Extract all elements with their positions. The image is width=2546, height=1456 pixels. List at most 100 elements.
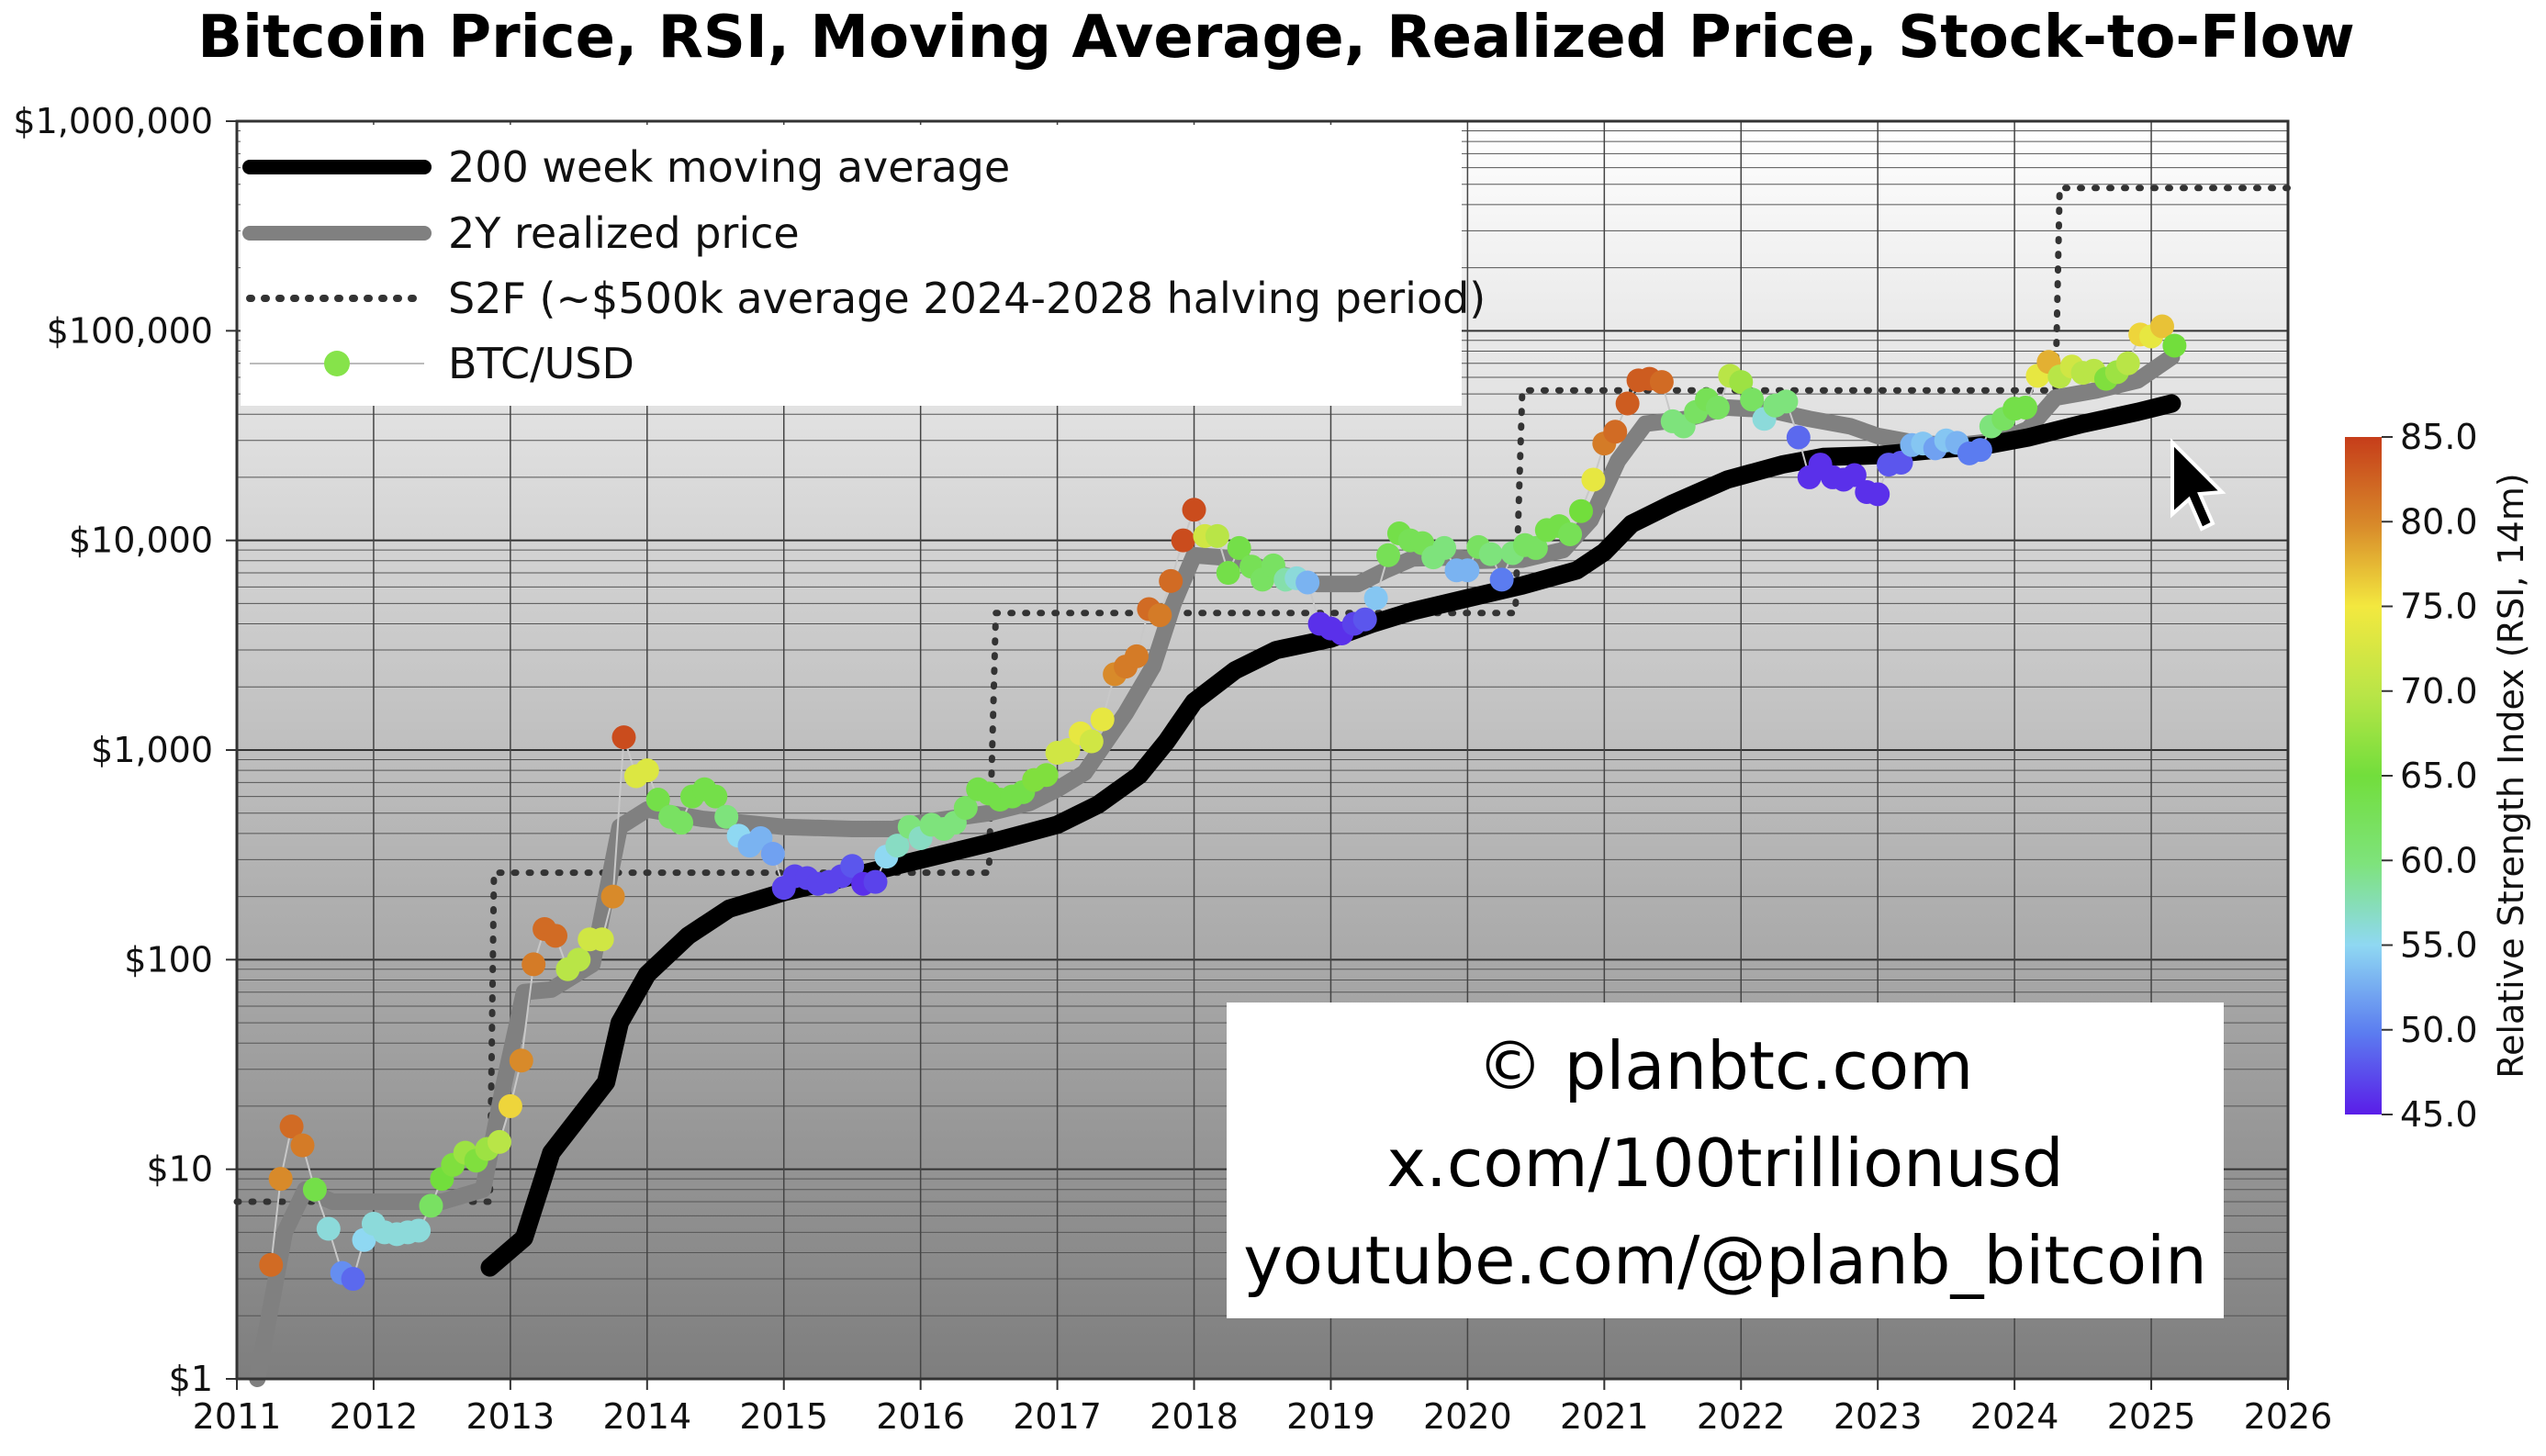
btc-price-point xyxy=(566,947,591,972)
colorbar-label: Relative Strength Index (RSI, 14m) xyxy=(2491,473,2531,1078)
x-tick-label: 2021 xyxy=(1560,1396,1649,1437)
btc-price-point xyxy=(316,1216,341,1241)
btc-price-point xyxy=(669,811,694,835)
btc-price-point xyxy=(1729,370,1754,395)
colorbar-tick-label: 80.0 xyxy=(2400,501,2478,542)
x-tick-label: 2020 xyxy=(1423,1396,1512,1437)
colorbar: 45.0 50.0 55.0 60.0 65.0 70.0 75.0 80.0 85.0 Rel… xyxy=(2345,417,2531,1135)
plot-frame xyxy=(235,119,2290,1381)
btc-price-point xyxy=(1432,535,1457,560)
btc-price-point xyxy=(703,784,728,809)
btc-price-point xyxy=(341,1267,365,1292)
btc-price-point xyxy=(1090,707,1115,732)
btc-price-point xyxy=(1603,420,1628,444)
y-tick-label: $1,000,000 xyxy=(13,101,213,141)
colorbar-tick-label: 75.0 xyxy=(2400,587,2478,627)
btc-price-point xyxy=(885,834,910,858)
watermark-line-1: © planbtc.com xyxy=(1477,1027,1974,1104)
y-tick-label: $1 xyxy=(169,1359,213,1399)
btc-price-point xyxy=(1558,521,1583,546)
btc-price-point xyxy=(1034,763,1059,788)
x-tick-label: 2011 xyxy=(193,1396,282,1437)
btc-price-point xyxy=(2013,396,2038,420)
btc-price-point xyxy=(1216,561,1240,586)
colorbar-tick-label: 60.0 xyxy=(2400,840,2478,880)
btc-price-point xyxy=(840,854,865,879)
btc-price-point xyxy=(268,1167,293,1192)
btc-price-point xyxy=(1615,391,1640,416)
legend-swatch-btc-marker xyxy=(324,351,350,376)
colorbar-tick-label: 70.0 xyxy=(2400,671,2478,711)
btc-price-point xyxy=(1159,568,1183,593)
x-tick-label: 2015 xyxy=(739,1396,828,1437)
y-tick-label: $1,000 xyxy=(91,730,213,770)
btc-price-point xyxy=(498,1093,522,1118)
btc-price-point xyxy=(760,841,785,866)
btc-price-point xyxy=(290,1133,315,1158)
btc-price-point xyxy=(1569,498,1594,523)
btc-price-point xyxy=(1705,396,1730,420)
x-tick-label: 2019 xyxy=(1286,1396,1375,1437)
btc-price-point xyxy=(1079,729,1104,754)
watermark-line-3: youtube.com/@planb_bitcoin xyxy=(1243,1222,2206,1299)
legend-label-btc: BTC/USD xyxy=(448,339,634,388)
legend: 200 week moving average 2Y realized pric… xyxy=(241,125,1486,406)
realized-price-line xyxy=(249,348,2181,1387)
btc-price-point xyxy=(600,884,625,909)
btc-price-point xyxy=(634,758,659,783)
colorbar-tick-label: 45.0 xyxy=(2400,1094,2478,1135)
btc-price-point xyxy=(1842,463,1867,487)
btc-price-point xyxy=(645,788,670,812)
x-tick-label: 2012 xyxy=(330,1396,419,1437)
watermark: © planbtc.com x.com/100trillionusd youtu… xyxy=(1227,1002,2224,1318)
x-tick-label: 2014 xyxy=(602,1396,691,1437)
colorbar-ticks: 45.0 50.0 55.0 60.0 65.0 70.0 75.0 80.0 85.0 xyxy=(2382,417,2478,1135)
btc-price-point xyxy=(1455,558,1480,583)
y-tick-label: $10 xyxy=(146,1149,213,1190)
ma200-line xyxy=(480,394,2181,1277)
btc-price-point xyxy=(1352,607,1377,632)
btc-price-point xyxy=(1363,586,1388,610)
btc-price-point xyxy=(1786,425,1811,450)
x-tick-label: 2023 xyxy=(1834,1396,1923,1437)
btc-price-point xyxy=(279,1114,304,1139)
axis-ticks: 2011 2012 2013 2014 2015 2016 2017 2018 2019 2020… xyxy=(13,101,2332,1437)
btc-price-point xyxy=(1148,603,1172,628)
btc-price-point xyxy=(1295,570,1320,595)
btc-price-point xyxy=(1523,535,1548,560)
btc-price-point xyxy=(522,952,546,977)
btc-price-point xyxy=(2115,351,2140,375)
y-tick-label: $10,000 xyxy=(69,521,213,561)
btc-price-point xyxy=(419,1193,443,1218)
btc-price-point xyxy=(1227,535,1251,560)
btc-price-point xyxy=(544,924,568,948)
btc-price-point xyxy=(1649,370,1674,395)
btc-price-point xyxy=(863,869,888,894)
chart-title: Bitcoin Price, RSI, Moving Average, Real… xyxy=(197,4,2354,72)
btc-price-point xyxy=(611,725,636,750)
btc-price-point xyxy=(407,1218,432,1243)
btc-price-point xyxy=(1376,543,1401,567)
btc-price-point xyxy=(1740,387,1765,412)
colorbar-tick-label: 50.0 xyxy=(2400,1010,2478,1050)
btc-price-point xyxy=(302,1177,327,1202)
btc-price-point xyxy=(1581,467,1606,492)
mouse-cursor-icon xyxy=(2170,438,2226,532)
btc-price-point xyxy=(1056,738,1081,762)
y-tick-label: $100,000 xyxy=(47,310,213,351)
legend-label-ma200: 200 week moving average xyxy=(448,142,1010,192)
x-tick-label: 2024 xyxy=(1970,1396,2059,1437)
btc-price-point xyxy=(589,927,614,952)
btc-price-point xyxy=(1478,542,1503,566)
btc-price-point xyxy=(1774,389,1799,414)
btc-price-points xyxy=(259,314,2187,1292)
x-tick-label: 2017 xyxy=(1013,1396,1102,1437)
colorbar-tick-label: 65.0 xyxy=(2400,756,2478,796)
y-tick-label: $100 xyxy=(124,939,213,980)
x-tick-label: 2016 xyxy=(876,1396,965,1437)
btc-price-point xyxy=(259,1252,284,1277)
btc-price-point xyxy=(1889,450,1913,475)
btc-price-point xyxy=(1205,523,1229,548)
btc-price-point xyxy=(1182,498,1206,522)
